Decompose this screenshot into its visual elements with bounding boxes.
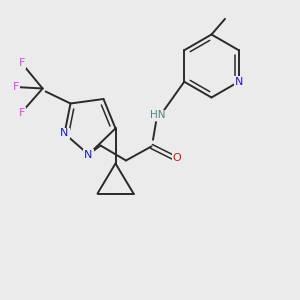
Text: HN: HN	[150, 110, 165, 121]
Text: F: F	[18, 58, 25, 68]
Text: F: F	[12, 82, 19, 92]
Text: O: O	[172, 153, 182, 164]
Text: F: F	[18, 107, 25, 118]
Text: N: N	[84, 149, 93, 160]
Text: N: N	[60, 128, 69, 139]
Text: N: N	[235, 77, 243, 87]
